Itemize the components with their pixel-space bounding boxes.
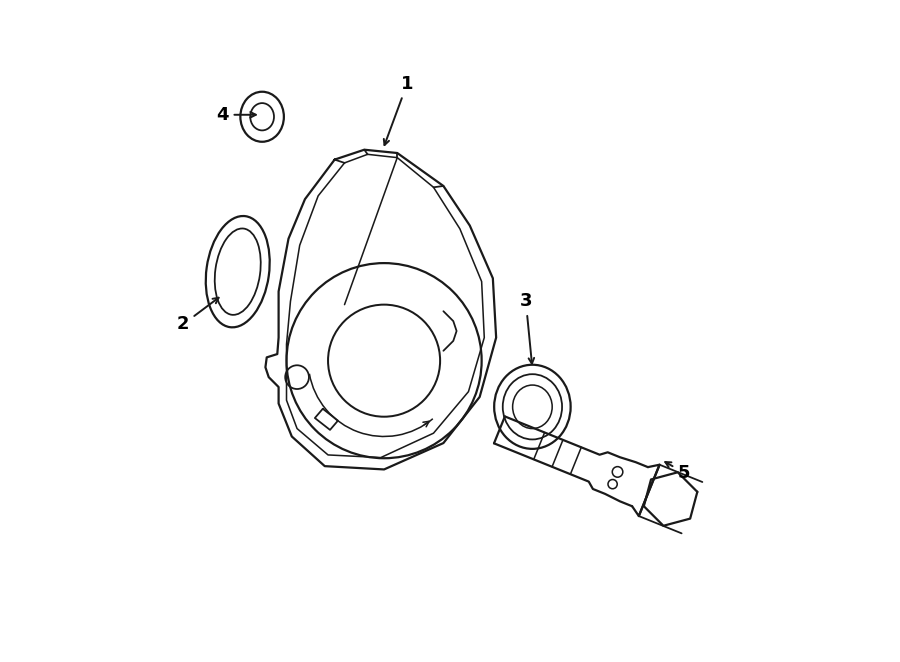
Text: 2: 2 [176,298,219,334]
Text: 5: 5 [665,462,690,482]
Text: 3: 3 [519,293,534,363]
Text: 4: 4 [216,106,256,124]
Text: 1: 1 [383,75,413,145]
